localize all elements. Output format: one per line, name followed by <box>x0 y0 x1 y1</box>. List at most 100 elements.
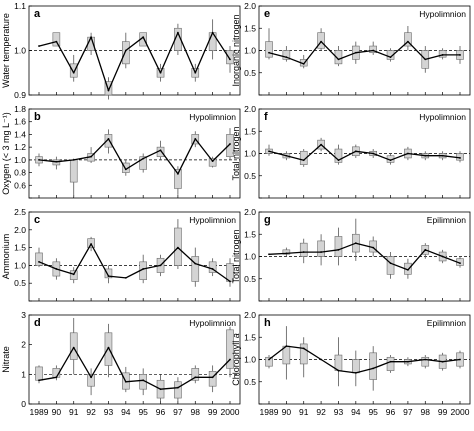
y-tick-label: 0.9 <box>14 90 26 100</box>
data-point <box>229 358 231 361</box>
y-tick-label: 2.5 <box>14 207 26 217</box>
data-point <box>90 155 92 158</box>
data-point <box>407 40 409 43</box>
box <box>369 45 377 54</box>
data-point <box>194 376 197 379</box>
data-point <box>320 40 322 43</box>
box <box>226 329 234 369</box>
box <box>438 50 447 58</box>
box <box>299 242 308 257</box>
data-point <box>107 275 110 277</box>
x-tick-label: 93 <box>104 407 114 417</box>
data-point <box>337 58 340 61</box>
box <box>456 153 464 161</box>
data-point <box>177 246 179 249</box>
x-tick-label: 98 <box>191 407 201 417</box>
data-point <box>268 150 270 153</box>
data-point <box>72 273 75 276</box>
x-tick-label: 2000 <box>451 407 470 417</box>
x-tick-label: 95 <box>138 407 148 417</box>
data-point <box>441 255 444 258</box>
box <box>282 50 291 60</box>
data-point <box>302 62 305 65</box>
box <box>104 134 113 148</box>
y-tick-label: 0.5 <box>244 274 256 284</box>
y-tick-label: 1.0 <box>244 46 256 56</box>
data-point <box>354 51 357 54</box>
data-point <box>354 242 357 245</box>
data-point <box>302 159 305 162</box>
data-point <box>268 51 270 54</box>
panel-subtitle: Hypolimnion <box>419 112 466 122</box>
panel-letter: h <box>264 317 271 329</box>
series-line <box>268 242 461 271</box>
data-point <box>72 346 75 349</box>
data-point <box>424 58 427 61</box>
y-axis-label: Oxygen (< 3 mg L⁻¹) <box>1 112 11 195</box>
box <box>299 343 308 365</box>
y-tick-label: 0 <box>21 399 26 409</box>
box <box>191 256 200 282</box>
data-point <box>441 154 444 157</box>
panel-letter: a <box>34 8 41 20</box>
data-point <box>459 54 461 56</box>
data-point <box>337 369 340 372</box>
x-tick-label: 99 <box>208 407 218 417</box>
y-tick-label: 1.0 <box>244 149 256 159</box>
data-point <box>159 388 162 391</box>
plot-frame <box>28 314 241 405</box>
y-tick-label: 1.5 <box>244 332 256 342</box>
data-point <box>38 158 40 161</box>
panel-d: 0 1 2 3d Hypolimnion Nitrate 1989 90 91 92 93 94 95 9… <box>1 310 241 417</box>
y-tick-label: 1.0 <box>14 260 26 270</box>
y-tick-label: 2.0 <box>244 310 256 320</box>
data-point <box>229 280 231 283</box>
data-point <box>55 160 58 163</box>
x-tick-label: 94 <box>351 407 361 417</box>
x-tick-label: 97 <box>173 407 183 417</box>
data-point <box>55 40 58 43</box>
data-point <box>389 56 392 59</box>
data-point <box>389 262 392 265</box>
box <box>208 261 217 273</box>
data-point <box>38 260 40 263</box>
x-tick-label: 92 <box>86 407 96 417</box>
data-point <box>142 36 145 39</box>
plot-frame <box>28 108 241 199</box>
data-point <box>320 251 322 253</box>
box <box>35 366 43 381</box>
box <box>386 356 395 371</box>
series-line <box>268 345 461 374</box>
box <box>265 41 273 58</box>
data-point <box>285 252 288 255</box>
box <box>317 32 325 49</box>
data-point <box>302 251 305 253</box>
box <box>299 150 308 165</box>
panel-subtitle: Hypolimnion <box>189 112 236 122</box>
data-point <box>441 360 444 363</box>
y-tick-label: 1.6 <box>14 117 26 127</box>
data-point <box>229 143 231 145</box>
data-point <box>372 246 375 249</box>
series-line <box>38 346 231 390</box>
data-point <box>389 159 392 162</box>
box <box>52 32 61 47</box>
y-tick-label: 1.4 <box>14 129 26 139</box>
data-point <box>38 45 40 47</box>
x-tick-label: 1989 <box>260 407 279 417</box>
y-tick-label: 3 <box>21 310 26 320</box>
box <box>334 148 343 163</box>
box <box>352 359 360 374</box>
x-tick-label: 90 <box>282 407 292 417</box>
y-tick-label: 1.0 <box>244 252 256 262</box>
box <box>35 252 43 266</box>
series-line <box>38 243 231 282</box>
y-tick-label: 0.5 <box>244 171 256 181</box>
data-point <box>194 262 197 265</box>
panel-b: 0.6 0.8 1.0 1.2 1.4 1.6 1.8 b Hypolimnion Oxygen … <box>1 104 241 199</box>
data-point <box>124 168 127 171</box>
y-tick-label: 1.5 <box>14 243 26 253</box>
data-point <box>55 268 58 270</box>
data-point <box>441 54 444 56</box>
panel-g: 0.5 1.0 1.5 2.0 g Epilimnion Total nitrogen <box>231 207 471 302</box>
